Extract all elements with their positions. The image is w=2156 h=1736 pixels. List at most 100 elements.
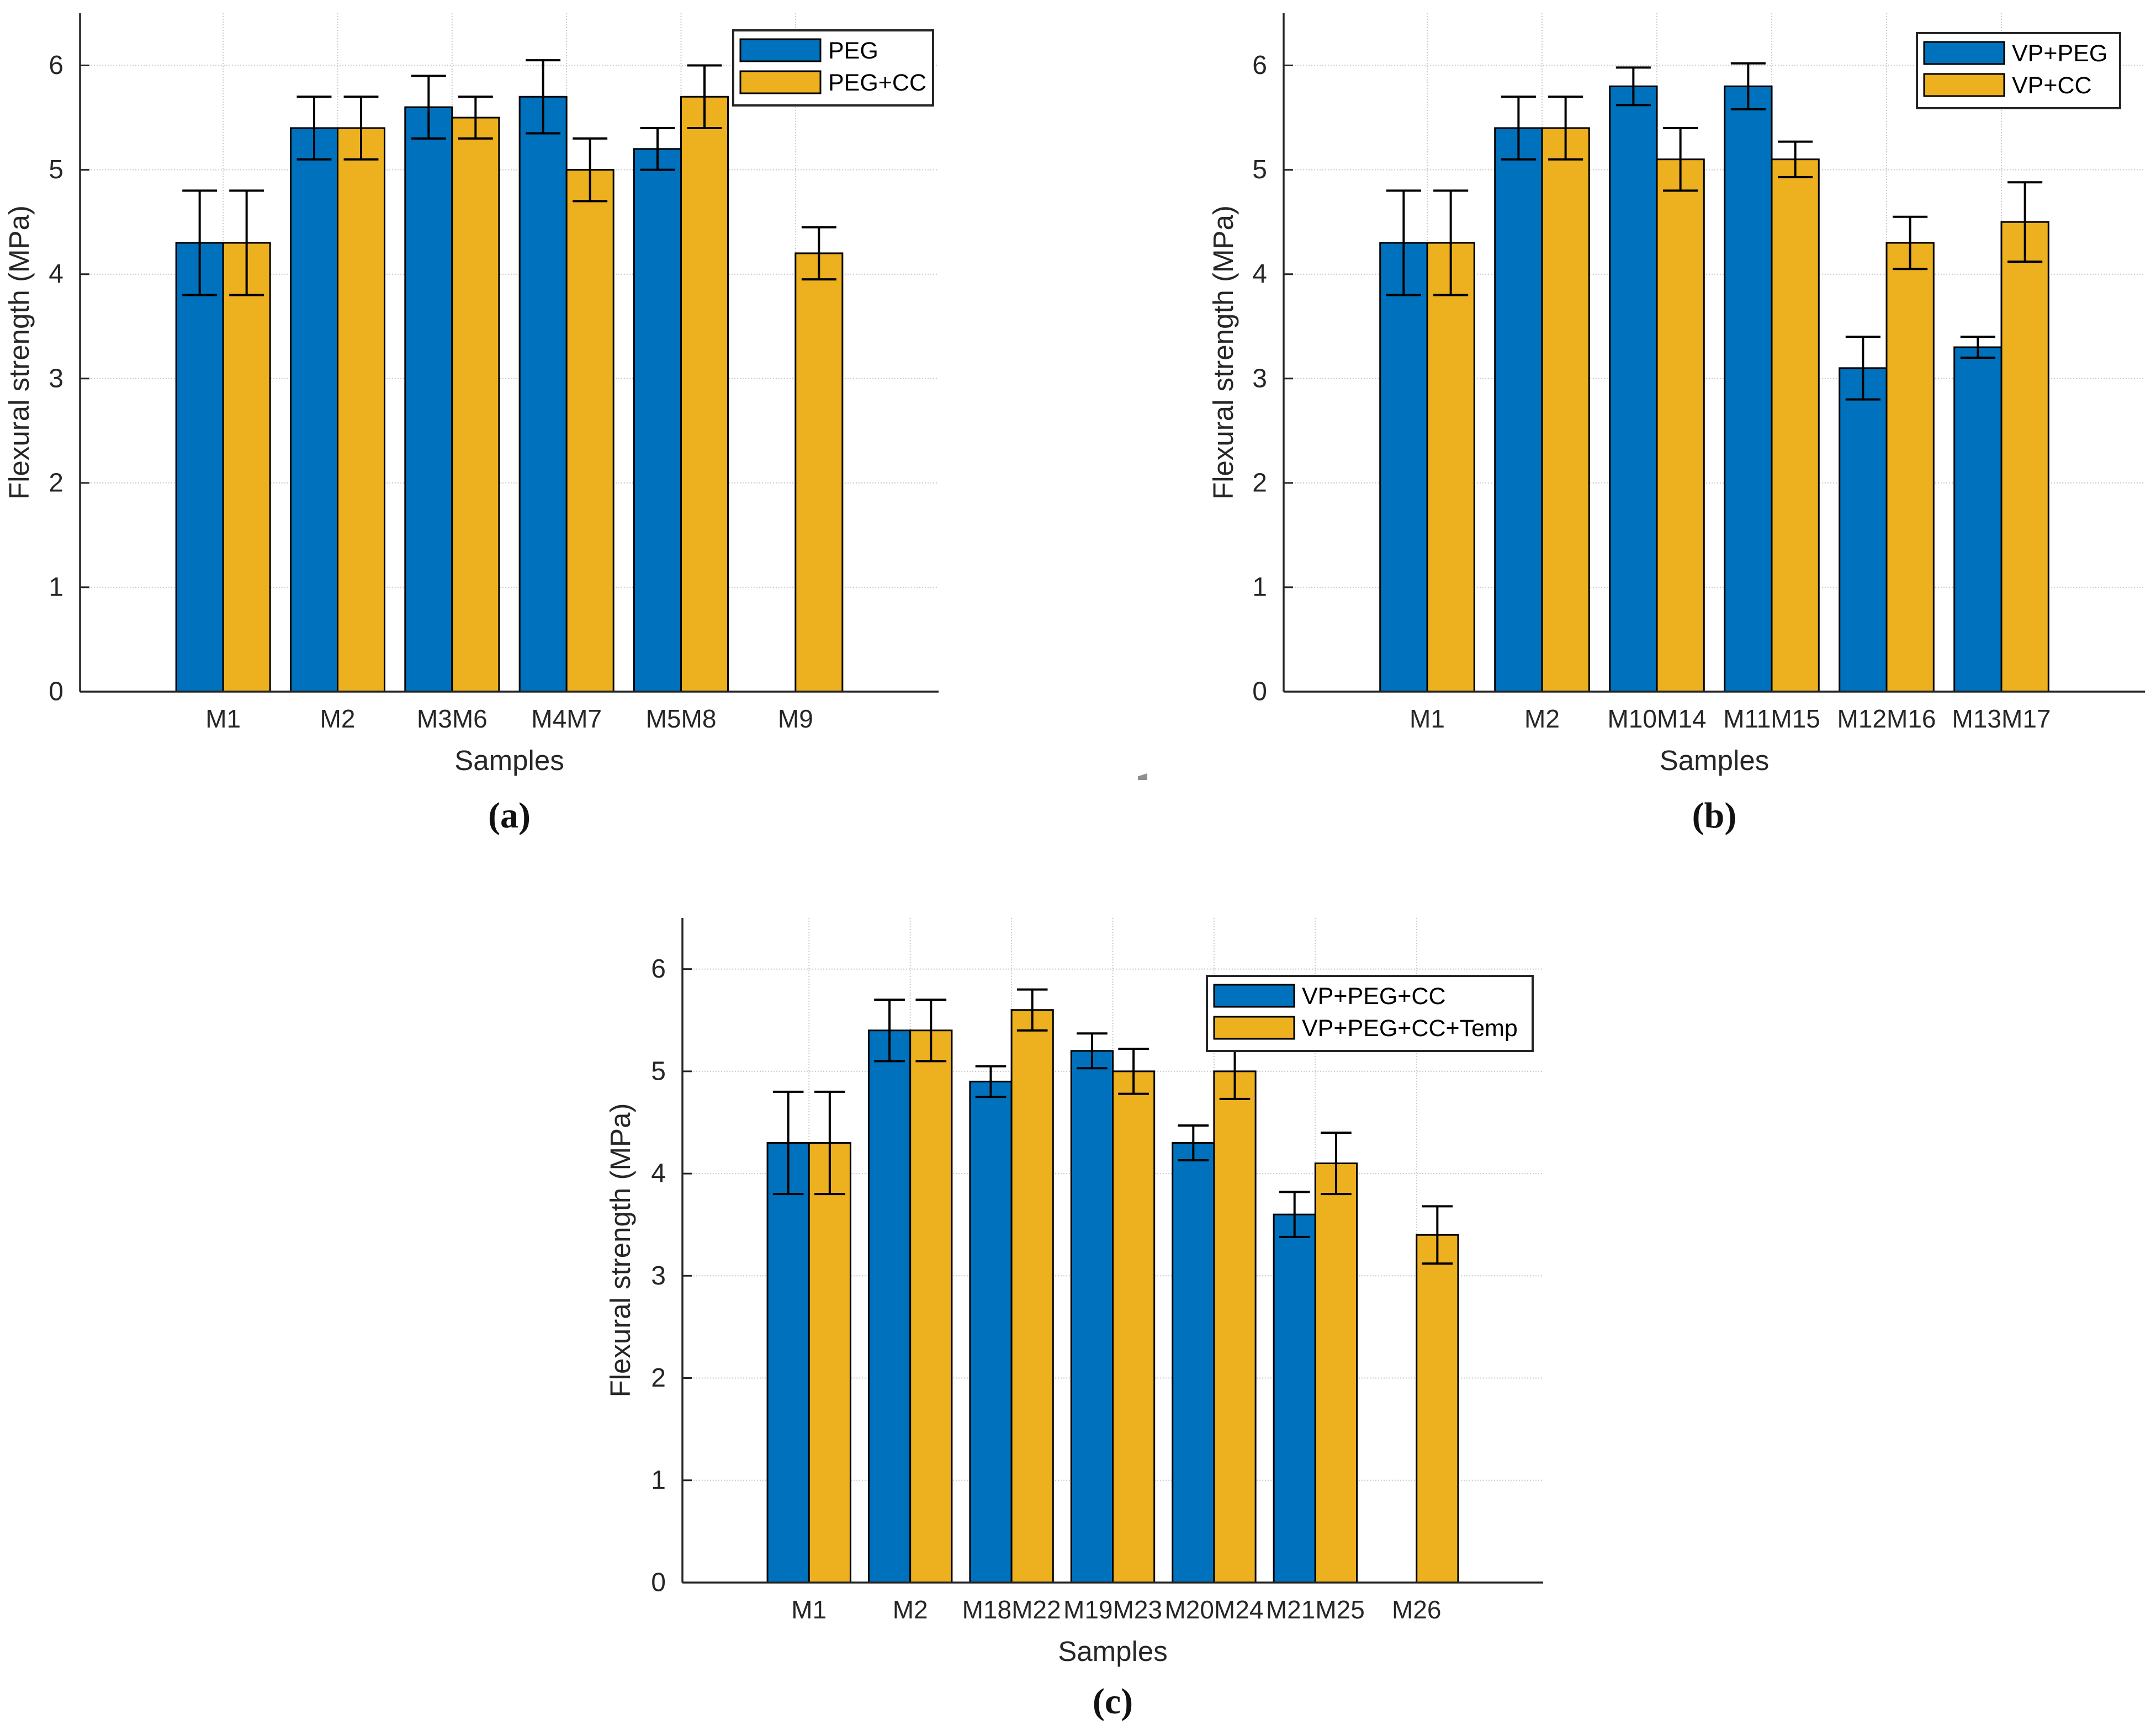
bar-PEG+CC-M1 [222,242,271,693]
bar-VP+PEG-M13M17 [1953,346,2003,693]
y-tick-label: 0 [651,1568,666,1597]
x-tick-label: M13M17 [1952,704,2051,733]
legend-label: VP+CC [2012,72,2092,99]
y-tick-label: 1 [49,572,63,602]
y-tick-label: 2 [651,1363,666,1393]
y-tick-label: 4 [1252,259,1267,289]
x-tick-label: M12M16 [1837,704,1936,733]
bar-PEG+CC-M9 [794,252,844,693]
legend-swatch-VP+PEG [1923,41,2005,65]
y-tick-label: 3 [49,364,63,393]
bar-VP+PEG-M12M16 [1839,367,1888,693]
bar-VP+PEG+CC-M2 [867,1029,912,1584]
y-tick-label: 3 [1252,364,1267,393]
y-tick-label: 0 [49,677,63,707]
bar-VP+PEG+CC+Temp-M1 [808,1142,851,1584]
y-tick-label: 5 [651,1057,666,1086]
x-tick-label: M1 [1410,704,1445,733]
bar-PEG-M2 [289,127,339,693]
legend-label: VP+PEG [2012,40,2107,67]
bar-PEG-M1 [175,242,224,693]
y-tick-label: 1 [651,1466,666,1495]
bar-VP+PEG-M11M15 [1724,85,1773,693]
x-tick-label: M19M23 [1063,1595,1162,1624]
chart-b-caption: (b) [1692,795,1737,836]
bar-VP+CC-M10M14 [1656,158,1705,693]
chart-c-plot: 0 1 2 3 4 5 6 M1 M2 M18M22 M19M23 M20M24 M21M25 M26 Sa… [605,918,1543,1667]
x-tick-label: M26 [1392,1595,1441,1624]
y-tick-label: 1 [1252,572,1267,602]
bar-VP+PEG+CC+Temp-M21M25 [1314,1162,1358,1584]
chart-b-plot: 0 1 2 3 4 5 6 M1 M2 M10M14 M11M15 M12M16 M13M17 Sampl… [1207,13,2145,776]
bar-PEG-M5M8 [633,148,682,693]
y-tick-label: 6 [49,51,63,80]
chart-a-caption: (a) [488,795,531,836]
chart-a-plot: 0 1 2 3 4 5 6 M1 M2 M3M6 M4M7 M5M8 M9 Samples Flexural… [3,13,939,776]
x-tick-label: M10M14 [1608,704,1707,733]
x-tick-label: M3M6 [417,704,488,733]
chart-a: 0 1 2 3 4 5 6 M1 M2 M3M6 M4M7 M5M8 M9 Samples Flexural… [0,0,1077,861]
bar-VP+PEG+CC+Temp-M2 [909,1029,953,1584]
y-axis-title: Flexural strength (MPa) [605,1103,636,1398]
y-tick-label: 2 [1252,468,1267,497]
legend-swatch-VP+PEG+CC+Temp [1213,1016,1295,1040]
x-tick-label: M5M8 [646,704,717,733]
y-tick-label: 0 [1252,677,1267,707]
bar-VP+PEG-M10M14 [1609,85,1658,693]
y-tick-label: 4 [49,259,63,289]
legend-label: VP+PEG+CC+Temp [1302,1015,1518,1042]
x-tick-label: M1 [791,1595,827,1624]
x-axis-title: Samples [1058,1636,1167,1667]
x-tick-label: M9 [778,704,813,733]
bar-VP+PEG+CC-M1 [766,1142,810,1584]
legend-swatch-VP+CC [1923,73,2005,97]
y-axis-title: Flexural strength (MPa) [3,205,35,500]
x-axis-title: Samples [454,745,564,776]
y-axis-title: Flexural strength (MPa) [1207,205,1239,500]
y-tick-label: 4 [651,1159,666,1188]
legend-label: PEG [828,38,878,64]
bar-VP+PEG+CC-M19M23 [1070,1050,1114,1584]
bar-PEG+CC-M3M6 [451,116,500,693]
bar-VP+CC-M11M15 [1771,158,1820,693]
x-tick-label: M18M22 [962,1595,1061,1624]
y-tick-label: 3 [651,1261,666,1291]
bar-VP+PEG+CC-M18M22 [969,1080,1013,1584]
chart-b: 0 1 2 3 4 5 6 M1 M2 M10M14 M11M15 M12M16 M13M17 Sampl… [1079,0,2156,861]
bar-PEG-M4M7 [518,95,568,693]
y-tick-label: 6 [651,954,666,984]
x-tick-label: M4M7 [531,704,602,733]
x-tick-label: M1 [205,704,241,733]
bar-VP+CC-M1 [1426,242,1475,693]
bar-VP+PEG-M2 [1494,127,1543,693]
bar-VP+CC-M12M16 [1885,242,1935,693]
bar-VP+PEG+CC+Temp-M18M22 [1010,1009,1054,1584]
bar-VP+PEG+CC+Temp-M20M24 [1213,1070,1257,1584]
legend-swatch-VP+PEG+CC [1213,984,1295,1008]
x-axis-title: Samples [1660,745,1769,776]
bar-VP+PEG+CC-M21M25 [1273,1213,1316,1584]
bar-PEG+CC-M4M7 [565,169,615,693]
bar-PEG+CC-M2 [337,127,386,693]
bar-PEG-M3M6 [404,106,453,693]
bar-VP+PEG-M1 [1379,242,1428,693]
x-tick-label: M21M25 [1266,1595,1365,1624]
y-tick-label: 6 [1252,51,1267,80]
legend-label: VP+PEG+CC [1302,983,1446,1010]
bar-VP+PEG+CC+Temp-M19M23 [1112,1070,1156,1584]
bar-VP+PEG+CC-M20M24 [1172,1142,1215,1584]
legend-swatch-PEG+CC [739,70,822,94]
bar-VP+CC-M13M17 [2000,221,2049,693]
x-tick-label: M2 [893,1595,928,1624]
chart-c: 0 1 2 3 4 5 6 M1 M2 M18M22 M19M23 M20M24 M21M25 M26 Sa… [541,861,1618,1736]
bar-VP+PEG+CC+Temp-M26 [1416,1234,1459,1584]
x-tick-label: M2 [1524,704,1560,733]
y-tick-label: 2 [49,468,63,497]
y-tick-label: 5 [1252,155,1267,184]
x-tick-label: M11M15 [1723,704,1820,733]
legend-swatch-PEG [739,38,822,62]
chart-c-caption: (c) [1092,1681,1133,1722]
x-tick-label: M2 [320,704,356,733]
x-tick-label: M20M24 [1164,1595,1263,1624]
